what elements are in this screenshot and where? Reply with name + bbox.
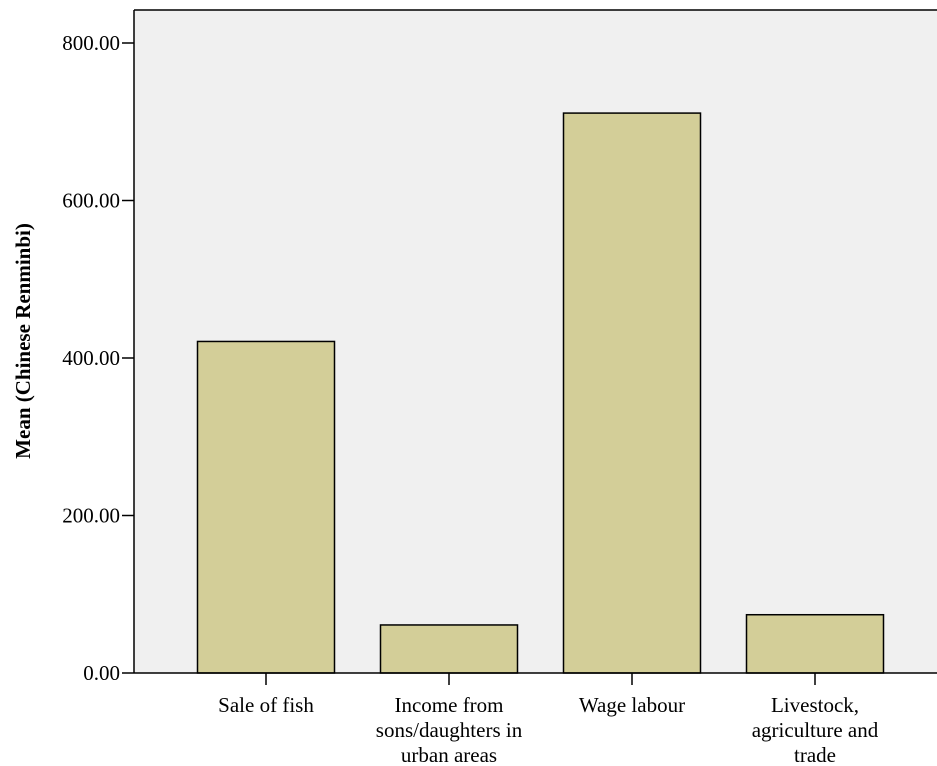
y-tick-label: 800.00 (62, 31, 120, 55)
x-tick-label: Livestock, agriculture and trade (752, 693, 879, 766)
bar-2 (379, 624, 519, 674)
labels-group: 0.00 200.00 400.00 600.00 800.00 Sale of fish… (62, 31, 879, 766)
y-tick-label: 200.00 (62, 504, 120, 528)
x-tick-label-line: sons/daughters in (376, 718, 523, 742)
x-tick-label-line: Sale of fish (218, 693, 314, 717)
y-tick-label: 400.00 (62, 346, 120, 370)
x-tick-label-line: agriculture and (752, 718, 879, 742)
y-axis-title: Mean (Chinese Renminbi) (11, 223, 35, 459)
y-tick-label: 600.00 (62, 189, 120, 213)
x-tick-label-line: Livestock, (771, 693, 859, 717)
x-tick-label-line: Income from (394, 693, 503, 717)
bar-4 (745, 613, 885, 674)
y-tick-label: 0.00 (83, 661, 120, 685)
x-tick-label: Sale of fish (218, 693, 314, 717)
x-tick-label: Wage labour (579, 693, 685, 717)
x-tick-label-line: Wage labour (579, 693, 685, 717)
x-tick-label: Income from sons/daughters in urban areas (376, 693, 523, 766)
axes-group (122, 9, 937, 685)
x-tick-label-line: urban areas (401, 743, 497, 766)
x-tick-label-line: trade (794, 743, 836, 766)
bar-1 (196, 340, 336, 674)
bar-3 (562, 112, 702, 674)
bars-group (196, 112, 885, 674)
